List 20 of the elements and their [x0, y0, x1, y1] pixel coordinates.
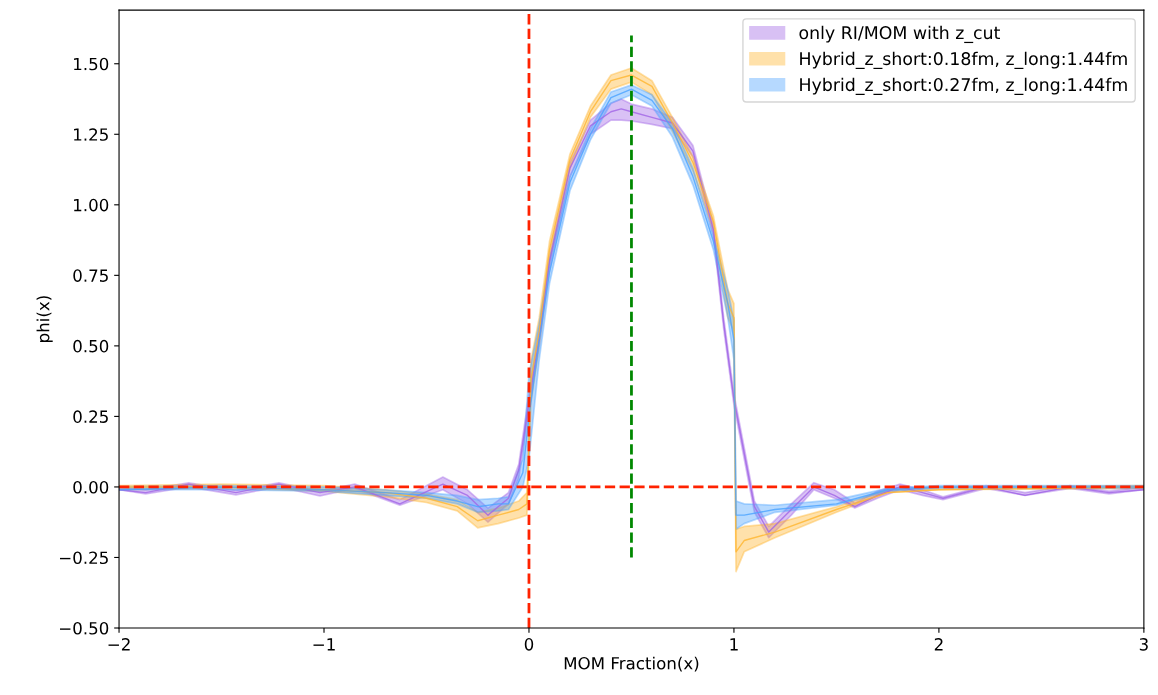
- x-tick-label: −1: [313, 638, 335, 651]
- x-tick-label: 1: [730, 638, 738, 651]
- legend-label: Hybrid_z_short:0.27fm, z_long:1.44fm: [800, 77, 1127, 95]
- y-tick-label: −0.50: [60, 621, 109, 635]
- y-tick-label: 0.00: [73, 480, 109, 494]
- y-tick-label: 1.50: [74, 57, 109, 71]
- y-tick-label: −0.25: [60, 551, 108, 565]
- x-axis-title: MOM Fraction(x): [564, 656, 699, 672]
- y-tick-label: 0.75: [73, 269, 108, 282]
- x-tick-label: 0: [524, 638, 534, 651]
- x-tick-label: −2: [108, 638, 130, 651]
- y-tick-label: 0.25: [73, 410, 108, 423]
- y-tick-label: 1.00: [74, 198, 109, 212]
- legend-label: Hybrid_z_short:0.18fm, z_long:1.44fm: [800, 51, 1127, 70]
- x-tick-label: 3: [1139, 638, 1148, 651]
- x-tick-label: 2: [934, 638, 943, 651]
- legend-label: only RI/MOM with z_cut: [799, 25, 1000, 44]
- y-axis-title: phi(x): [36, 296, 53, 342]
- y-tick-label: 0.50: [73, 339, 109, 353]
- y-tick-label: 1.25: [74, 128, 108, 141]
